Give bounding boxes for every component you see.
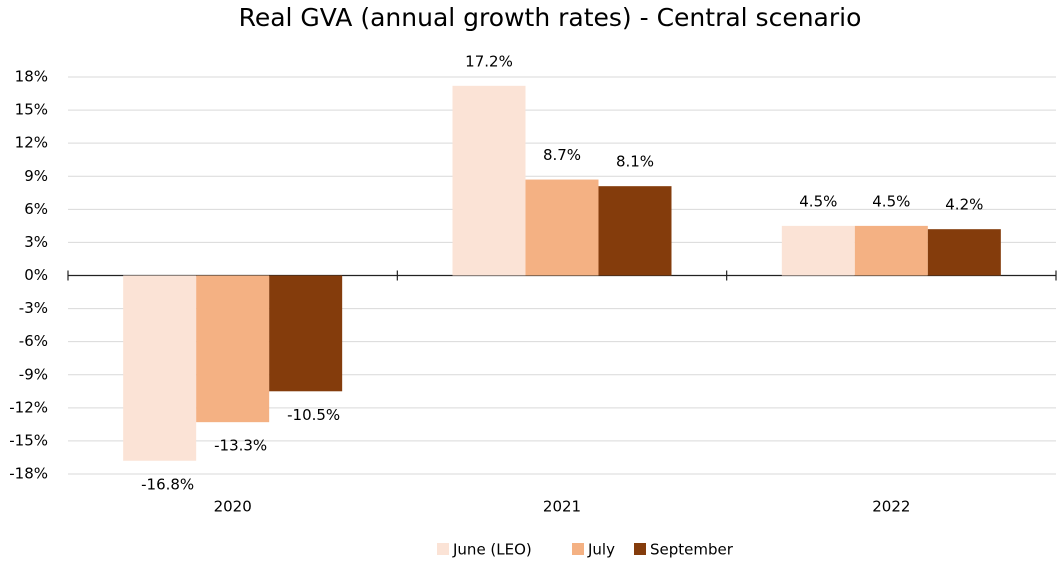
y-tick-label: -18%	[9, 465, 48, 483]
y-tick-label: 12%	[15, 134, 48, 152]
bar	[598, 186, 672, 276]
y-tick-label: 3%	[24, 233, 48, 251]
data-label: -10.5%	[287, 406, 340, 424]
y-tick-label: -3%	[19, 299, 48, 317]
bar	[269, 275, 343, 392]
data-label: 4.5%	[799, 192, 837, 210]
data-label: 8.7%	[543, 146, 581, 164]
chart-title: Real GVA (annual growth rates) - Central…	[239, 3, 862, 32]
y-tick-label: -6%	[19, 332, 48, 350]
bar	[927, 229, 1001, 276]
legend-swatch	[572, 543, 584, 555]
legend-label: June (LEO)	[452, 541, 532, 559]
x-tick-label: 2022	[872, 498, 910, 516]
y-tick-label: 18%	[15, 68, 48, 86]
bar	[123, 275, 197, 461]
legend-swatch	[634, 543, 646, 555]
data-label: 4.5%	[872, 192, 910, 210]
bar	[854, 225, 928, 276]
y-tick-label: 15%	[15, 101, 48, 119]
data-label: -13.3%	[214, 437, 267, 455]
bar	[196, 275, 270, 423]
data-label: 4.2%	[945, 196, 983, 214]
legend-swatch	[437, 543, 449, 555]
data-label: 17.2%	[465, 52, 513, 70]
bar	[525, 179, 599, 276]
y-tick-label: -9%	[19, 365, 48, 383]
x-tick-label: 2020	[214, 498, 252, 516]
y-tick-label: 0%	[24, 266, 48, 284]
y-tick-label: -15%	[9, 431, 48, 449]
bar	[781, 225, 855, 276]
data-label: 8.1%	[616, 153, 654, 171]
y-tick-label: 9%	[24, 167, 48, 185]
legend-label: July	[587, 541, 615, 559]
data-label: -16.8%	[141, 475, 194, 493]
y-tick-label: -12%	[9, 398, 48, 416]
y-tick-label: 6%	[24, 200, 48, 218]
x-tick-label: 2021	[543, 498, 581, 516]
legend-label: September	[650, 541, 734, 559]
bar	[452, 85, 526, 276]
